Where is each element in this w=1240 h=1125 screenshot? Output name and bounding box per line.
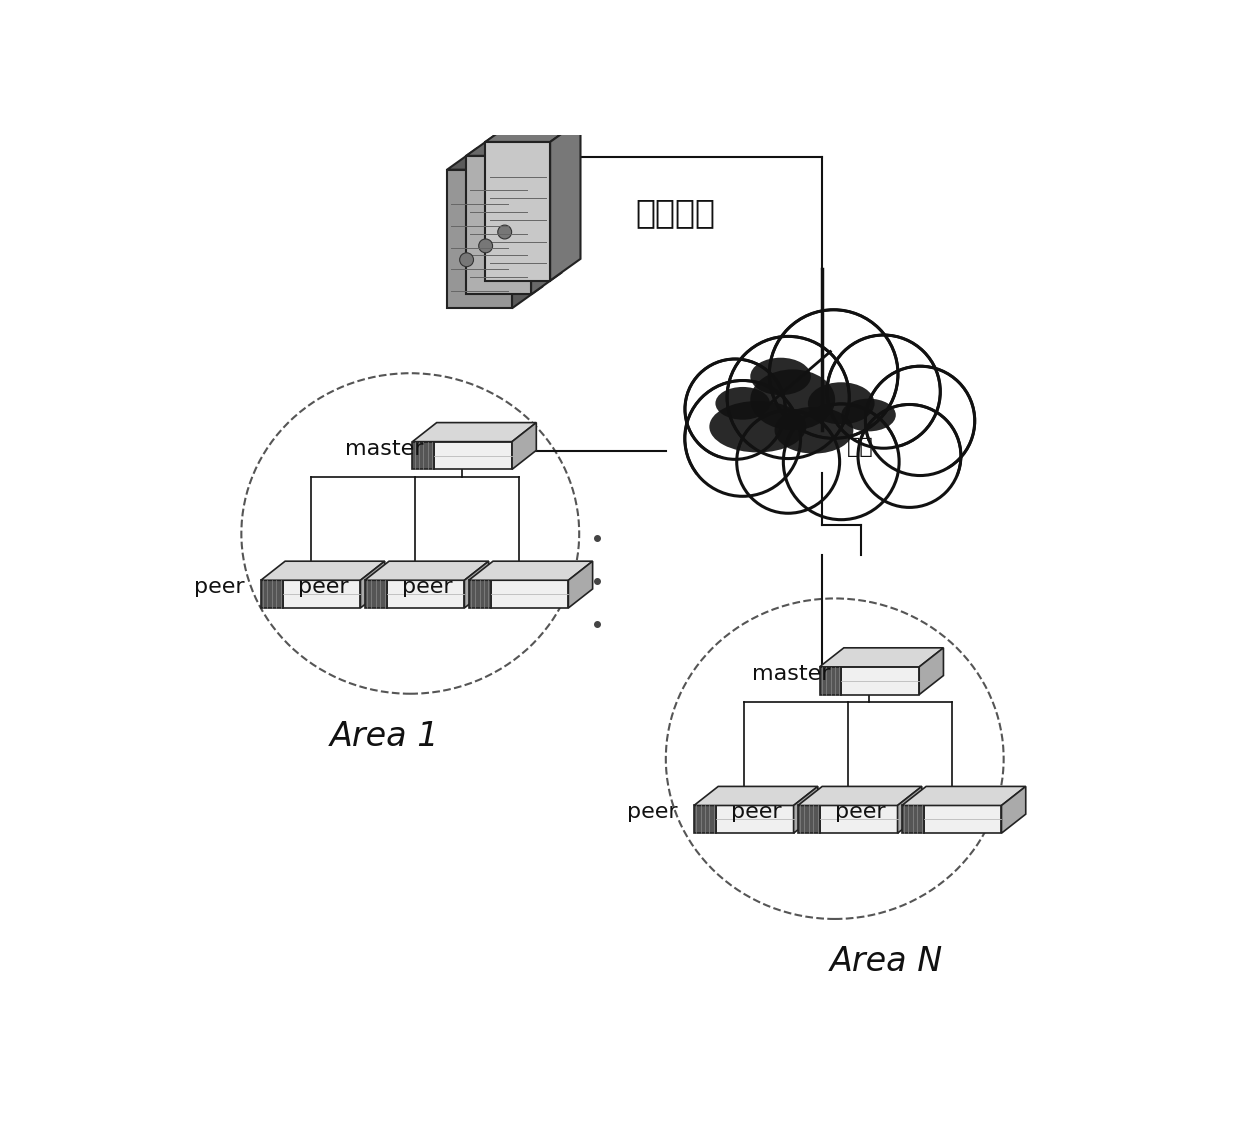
- Polygon shape: [260, 580, 283, 608]
- Ellipse shape: [841, 398, 895, 431]
- Circle shape: [858, 405, 961, 507]
- Polygon shape: [466, 155, 531, 295]
- Circle shape: [460, 253, 474, 267]
- Circle shape: [827, 335, 940, 448]
- Ellipse shape: [709, 400, 806, 452]
- Ellipse shape: [750, 369, 836, 430]
- Text: peer: peer: [298, 577, 348, 597]
- Text: Area 1: Area 1: [330, 720, 439, 753]
- Polygon shape: [465, 561, 489, 608]
- Text: peer: peer: [627, 802, 677, 822]
- Circle shape: [684, 380, 801, 496]
- Polygon shape: [568, 561, 593, 608]
- Polygon shape: [512, 148, 542, 308]
- Polygon shape: [820, 648, 944, 667]
- Ellipse shape: [750, 358, 811, 395]
- Text: peer: peer: [193, 577, 244, 597]
- Polygon shape: [485, 142, 551, 280]
- Circle shape: [737, 411, 839, 513]
- Polygon shape: [842, 667, 919, 694]
- Polygon shape: [694, 806, 715, 834]
- Text: Area N: Area N: [830, 945, 944, 978]
- Polygon shape: [448, 170, 512, 308]
- Polygon shape: [919, 648, 944, 694]
- Polygon shape: [512, 423, 537, 469]
- Polygon shape: [466, 134, 562, 155]
- Text: 网管系统: 网管系统: [635, 197, 715, 230]
- Polygon shape: [448, 148, 542, 170]
- Circle shape: [684, 359, 785, 459]
- Polygon shape: [797, 806, 820, 834]
- Circle shape: [866, 367, 975, 476]
- Circle shape: [784, 404, 899, 520]
- Polygon shape: [491, 580, 568, 608]
- Polygon shape: [820, 806, 898, 834]
- Polygon shape: [901, 786, 1025, 806]
- Polygon shape: [924, 806, 1002, 834]
- Polygon shape: [531, 134, 562, 295]
- Polygon shape: [361, 561, 384, 608]
- Text: 网云: 网云: [847, 436, 874, 457]
- Ellipse shape: [712, 345, 940, 497]
- Polygon shape: [260, 561, 384, 580]
- Text: peer: peer: [835, 802, 885, 822]
- Polygon shape: [469, 580, 491, 608]
- Circle shape: [769, 309, 898, 439]
- Polygon shape: [794, 786, 818, 834]
- Circle shape: [479, 238, 492, 253]
- Polygon shape: [434, 442, 512, 469]
- Polygon shape: [551, 120, 580, 280]
- Polygon shape: [898, 786, 921, 834]
- Polygon shape: [365, 561, 489, 580]
- Circle shape: [727, 336, 849, 459]
- Polygon shape: [365, 580, 387, 608]
- Text: master: master: [753, 664, 831, 684]
- Polygon shape: [694, 786, 818, 806]
- Polygon shape: [901, 806, 924, 834]
- Text: peer: peer: [402, 577, 453, 597]
- Polygon shape: [797, 786, 921, 806]
- Circle shape: [497, 225, 512, 238]
- Polygon shape: [413, 442, 434, 469]
- Polygon shape: [1002, 786, 1025, 834]
- Ellipse shape: [775, 407, 853, 453]
- Polygon shape: [485, 120, 580, 142]
- Polygon shape: [469, 561, 593, 580]
- Ellipse shape: [689, 439, 962, 543]
- Polygon shape: [283, 580, 361, 608]
- Text: master: master: [345, 439, 424, 459]
- Ellipse shape: [808, 382, 874, 424]
- Polygon shape: [715, 806, 794, 834]
- Polygon shape: [387, 580, 465, 608]
- Ellipse shape: [715, 387, 770, 420]
- Text: peer: peer: [730, 802, 781, 822]
- Polygon shape: [820, 667, 842, 694]
- Polygon shape: [413, 423, 537, 442]
